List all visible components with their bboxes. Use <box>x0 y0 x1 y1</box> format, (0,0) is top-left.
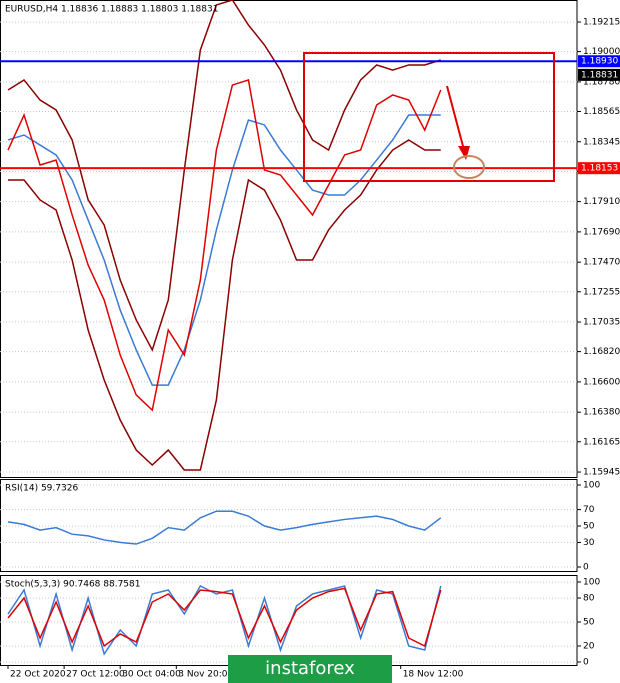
price-label: 1.18831 <box>581 70 618 80</box>
y-tick-label: 1.17690 <box>583 227 620 237</box>
x-tick-label: 27 Oct 12:00 <box>66 670 125 680</box>
y-tick-label: 1.16820 <box>583 347 620 357</box>
y-tick-label: 100 <box>583 578 600 588</box>
x-tick-label: 22 Oct 2020 <box>10 670 66 680</box>
y-tick-label: 1.18345 <box>583 137 620 147</box>
series-line <box>8 139 441 471</box>
series-line <box>7 114 441 386</box>
price-tag <box>578 68 620 81</box>
panel-title: Stoch(5,3,3) 90.7468 88.7581 <box>5 580 140 590</box>
series-line <box>7 78 442 412</box>
level-tag <box>578 55 620 68</box>
y-tick-label: 1.17470 <box>583 258 620 268</box>
range-box <box>303 52 555 182</box>
panel-title: EURUSD,H4 1.18836 1.18883 1.18803 1.1883… <box>5 5 218 15</box>
y-tick-label: 0 <box>583 658 589 668</box>
level-tag <box>578 162 620 175</box>
series-line <box>7 510 442 545</box>
y-tick-label: 1.19000 <box>583 47 620 57</box>
y-tick-label: 50 <box>583 618 595 628</box>
annotations <box>303 52 555 182</box>
y-tick-label: 1.18780 <box>583 77 620 87</box>
y-tick-label: 100 <box>583 481 600 491</box>
level-label: 1.18930 <box>581 57 618 67</box>
watermark-bg <box>228 655 392 683</box>
y-tick-label: 1.15945 <box>583 468 620 478</box>
x-tick-label: 18 Nov 12:00 <box>403 670 464 680</box>
target-circle <box>453 155 485 179</box>
y-tick-label: 1.16380 <box>583 408 620 418</box>
y-tick-label: 1.16165 <box>583 437 620 447</box>
y-tick-label: 30 <box>583 538 595 548</box>
series-line <box>7 0 441 352</box>
arrow <box>446 85 465 151</box>
x-tick-label: 30 Oct 04:00 <box>122 670 181 680</box>
watermark: instaforex <box>265 658 355 679</box>
y-tick-label: 0 <box>583 563 589 573</box>
y-tick-label: 1.17255 <box>583 287 620 297</box>
y-tick-label: 1.16600 <box>583 377 620 387</box>
y-tick-label: 20 <box>583 642 595 652</box>
x-tick-label: 3 Nov 20:00 <box>178 670 233 680</box>
y-tick-label: 70 <box>583 505 595 515</box>
y-tick-label: 80 <box>583 594 595 604</box>
y-tick-label: 50 <box>583 522 595 532</box>
y-tick-label: 1.19215 <box>583 18 620 28</box>
level-label: 1.18153 <box>581 164 618 174</box>
y-tick-label: 1.18565 <box>583 107 620 117</box>
panel-title: RSI(14) 59.7326 <box>5 484 78 494</box>
series-line <box>7 587 442 648</box>
y-tick-label: 1.17910 <box>583 197 620 207</box>
y-tick-label: 1.17035 <box>583 318 620 328</box>
